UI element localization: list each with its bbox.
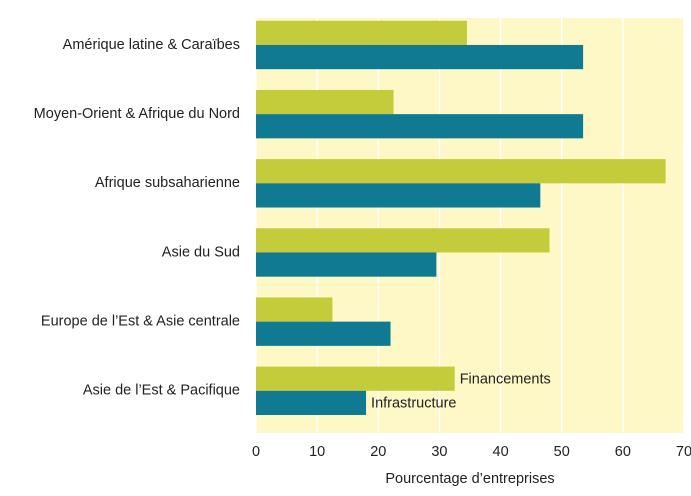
x-axis-label: Pourcentage d’entreprises [385,471,554,487]
bar [256,20,467,45]
legend-label: Infrastructure [371,396,456,412]
bar [256,89,394,115]
x-tick-label: 70 [676,444,691,460]
bar [256,183,541,208]
bar [256,321,391,346]
y-tick-label: Amérique latine & Caraïbes [63,37,240,53]
y-tick-label: Moyen-Orient & Afrique du Nord [34,106,240,122]
x-tick-label: 10 [309,444,325,460]
bar [256,44,584,70]
bar [256,297,333,322]
y-tick-label: Europe de l’Est & Asie centrale [41,313,240,329]
bar [256,114,584,139]
y-tick-label: Asie du Sud [162,244,240,260]
x-tick-label: 0 [252,444,260,460]
y-tick-label: Afrique subsaharienne [95,175,240,191]
x-tick-label: 40 [493,444,509,460]
bar [256,390,367,416]
y-tick-label: Asie de l’Est & Pacifique [83,383,240,399]
bar [256,159,666,184]
x-tick-label: 60 [615,444,631,460]
x-tick-label: 50 [554,444,570,460]
bar [256,252,437,277]
x-tick-label: 20 [370,444,386,460]
x-tick-label: 30 [431,444,447,460]
plot-background [256,18,684,433]
bar [256,366,455,391]
bar [256,228,550,253]
legend-label: Financements [460,372,551,388]
